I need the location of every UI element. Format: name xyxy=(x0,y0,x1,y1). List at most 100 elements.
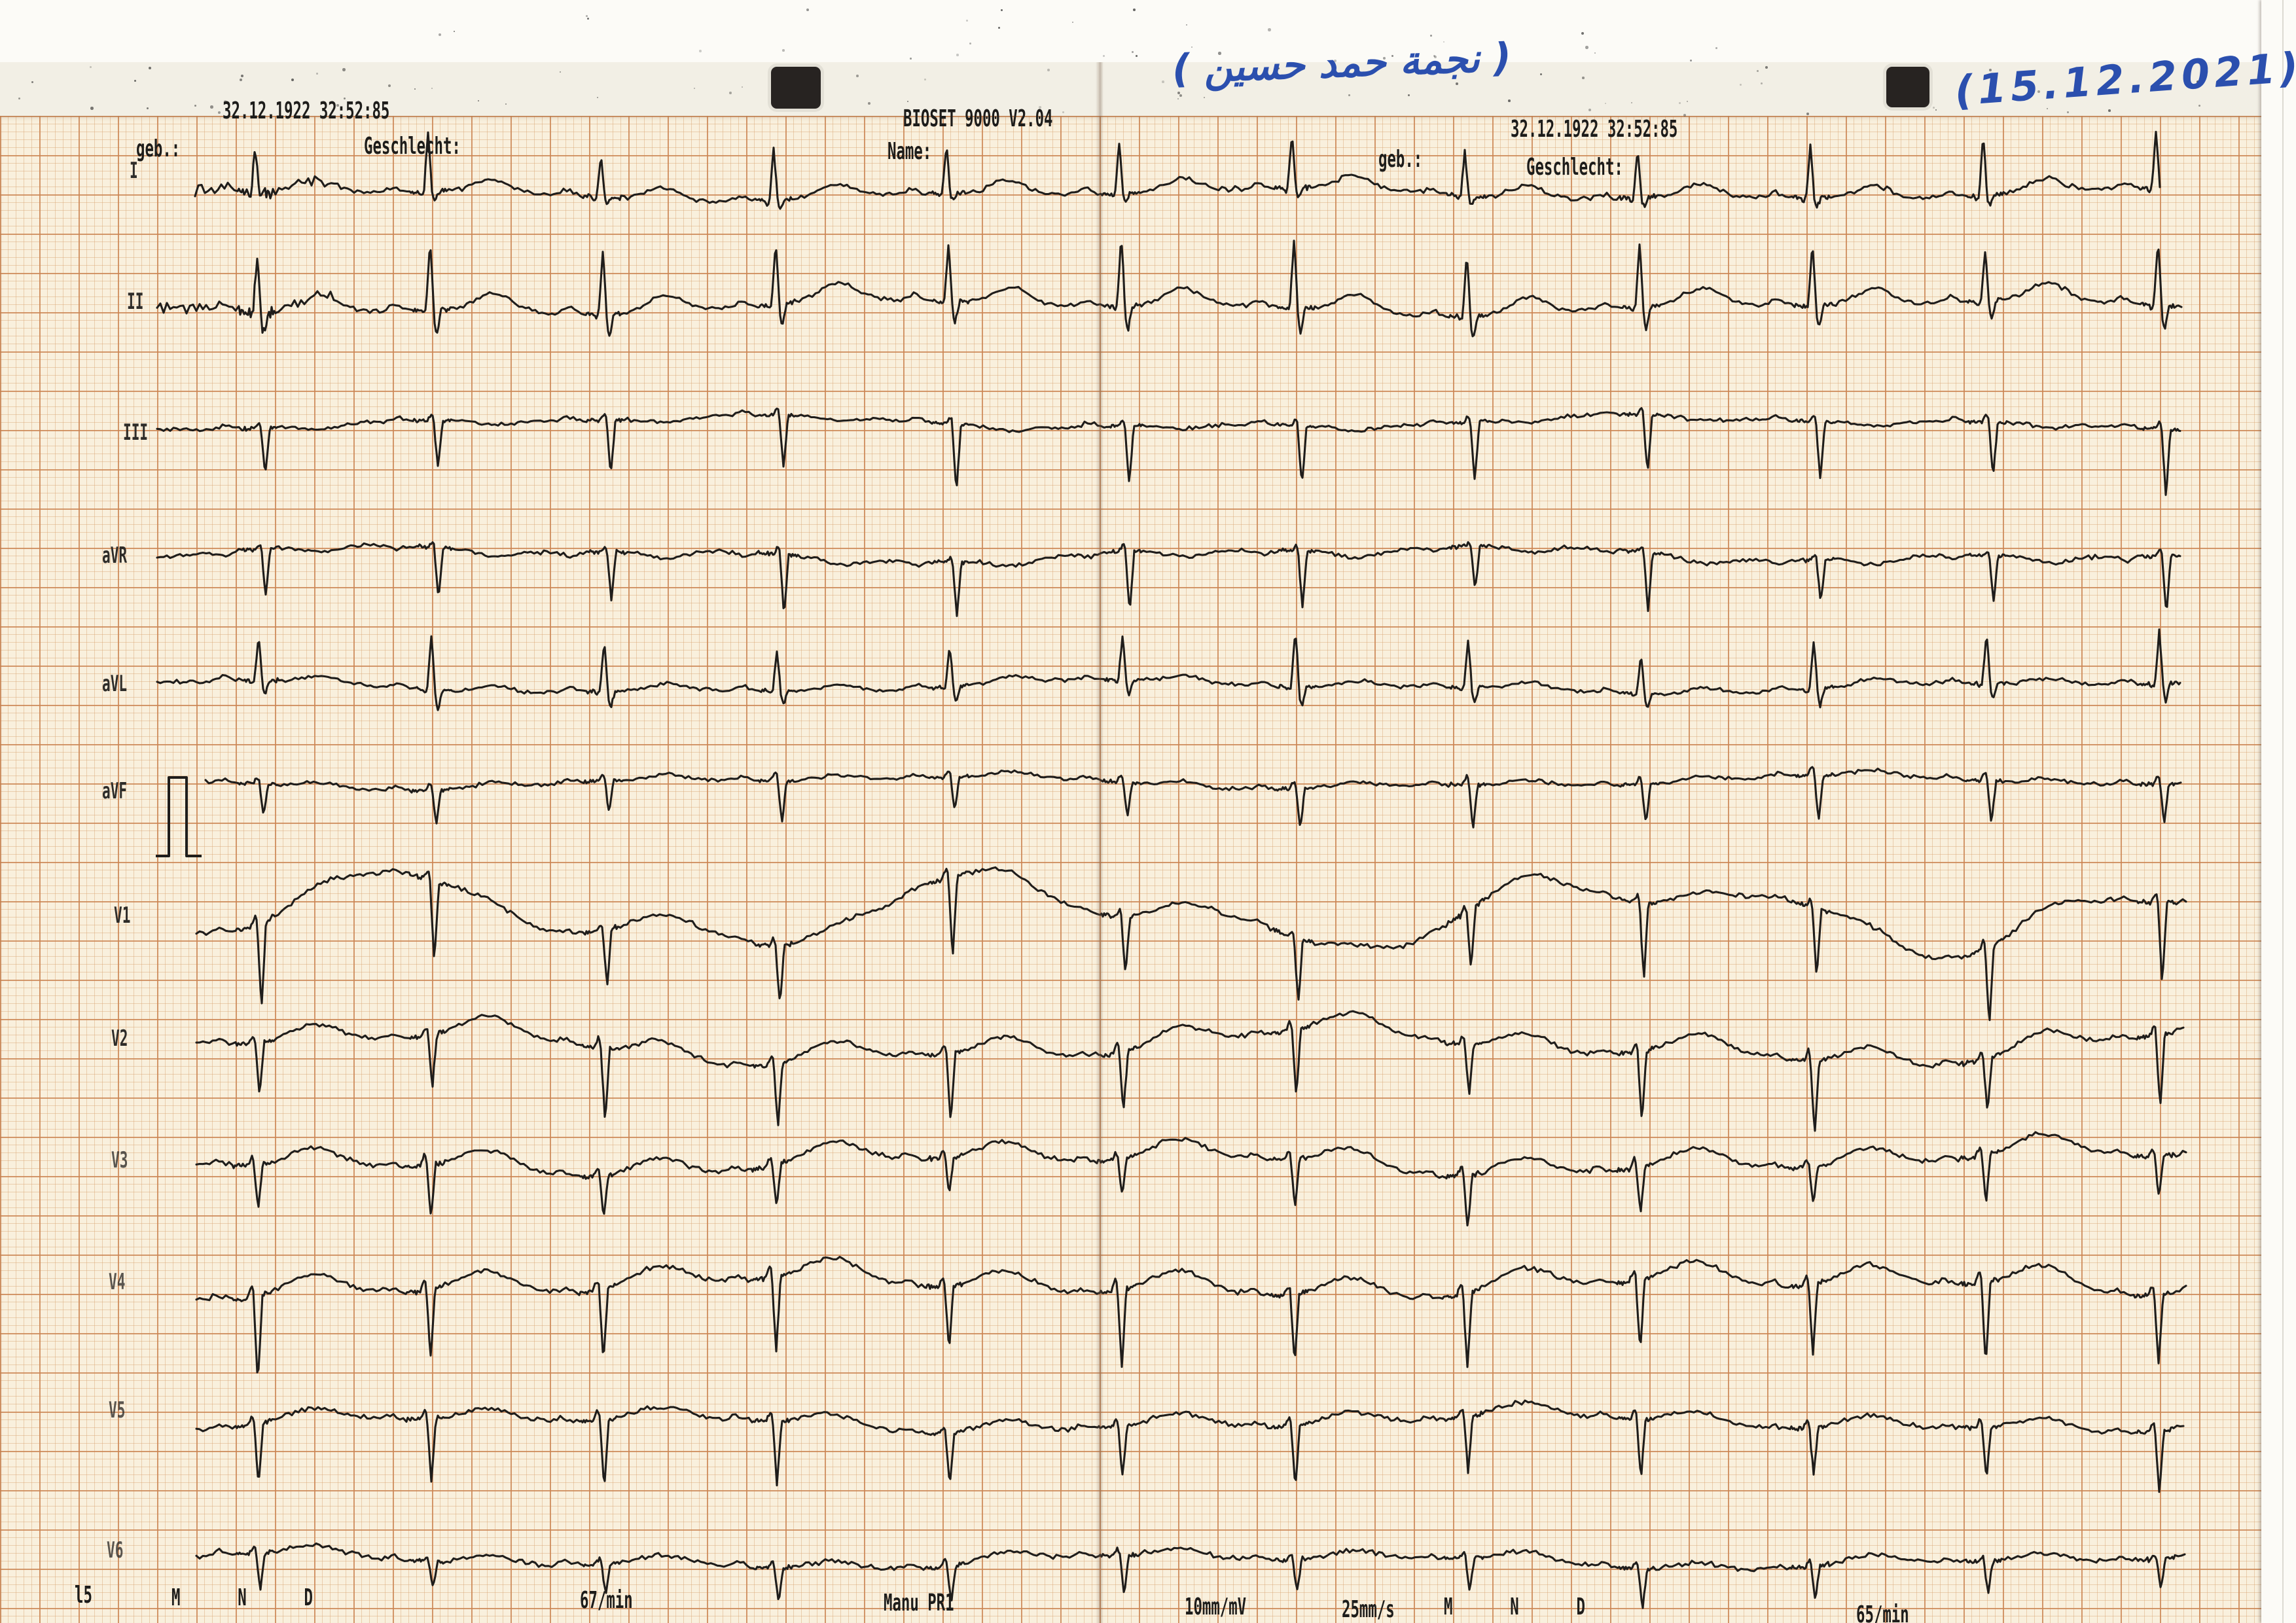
scan-speckle xyxy=(1162,80,1164,83)
ecg-trace-V6 xyxy=(195,1542,2186,1609)
scan-speckle xyxy=(1989,69,1992,72)
ecg-trace-aVL xyxy=(156,628,2181,711)
scan-speckle xyxy=(1132,51,1134,54)
scan-speckle xyxy=(1391,55,1394,58)
datetime-left: 32.12.1922 32:52:85 xyxy=(223,98,390,124)
scan-speckle xyxy=(478,100,479,101)
scan-speckle xyxy=(998,27,1001,29)
corner-mark: l5 xyxy=(75,1582,92,1609)
scan-speckle xyxy=(1072,22,1073,23)
scan-speckle xyxy=(1062,111,1065,114)
scan-speckle xyxy=(1136,55,1138,57)
ecg-trace-V3 xyxy=(195,1131,2187,1227)
device-model: BIOSET 9000 V2.04 xyxy=(903,105,1053,132)
lead-label-II: II xyxy=(127,289,144,315)
scan-speckle xyxy=(1683,114,1686,116)
scan-speckle xyxy=(729,92,732,94)
scan-speckle xyxy=(2108,109,2111,112)
scan-speckle xyxy=(1103,55,1105,57)
ecg-trace-V5 xyxy=(195,1399,2185,1493)
scan-speckle xyxy=(1594,52,1596,54)
mode-right: M N D xyxy=(1444,1594,1585,1620)
scan-speckle xyxy=(1690,60,1693,62)
lead-label-aVL: aVL xyxy=(102,671,128,697)
scan-speckle xyxy=(18,98,21,100)
scan-speckle xyxy=(2047,108,2049,110)
scan-speckle xyxy=(2067,111,2069,113)
scan-speckle xyxy=(344,98,346,99)
scan-speckle xyxy=(90,66,92,69)
registration-mark-1 xyxy=(771,67,821,109)
geschlecht-label-right: Geschlecht: xyxy=(1526,154,1623,181)
lead-label-V1: V1 xyxy=(114,902,131,929)
scan-speckle xyxy=(336,104,339,107)
scan-speckle xyxy=(1540,73,1543,76)
scan-speckle xyxy=(856,75,859,77)
rate-left: 67/min xyxy=(580,1587,633,1614)
scan-speckle xyxy=(1581,32,1585,35)
scan-speckle xyxy=(966,20,968,22)
scan-speckle xyxy=(1585,46,1588,49)
scan-speckle xyxy=(1715,47,1717,49)
lead-label-I: I xyxy=(130,158,138,184)
lead-label-V3: V3 xyxy=(111,1147,128,1173)
scan-speckle xyxy=(1177,98,1179,100)
lead-label-V2: V2 xyxy=(111,1026,128,1052)
scan-speckle xyxy=(1968,73,1971,77)
scan-speckle xyxy=(31,81,33,83)
scan-speckle xyxy=(2197,80,2200,84)
scanner-margin-right xyxy=(2261,0,2296,1623)
scan-speckle xyxy=(782,49,785,52)
scan-speckle xyxy=(454,31,456,33)
scan-speckle xyxy=(907,101,909,103)
scan-speckle xyxy=(149,67,151,69)
ecg-trace-I xyxy=(194,130,2161,210)
scan-speckle xyxy=(1765,66,1768,69)
scan-speckle xyxy=(431,88,433,90)
scan-speckle xyxy=(1179,94,1183,98)
ecg-trace-aVF xyxy=(204,766,2182,829)
scan-speckle xyxy=(742,86,743,88)
scan-speckle xyxy=(1935,109,1937,111)
rate-right: 65/min xyxy=(1856,1601,1909,1623)
scan-speckle xyxy=(1456,82,1458,85)
scan-speckle xyxy=(194,105,196,107)
scan-speckle xyxy=(342,68,346,71)
scan-speckle xyxy=(1740,84,1742,86)
scan-speckle xyxy=(439,33,442,37)
scan-speckle xyxy=(969,43,972,45)
name-label: Name: xyxy=(888,138,932,165)
scan-speckle xyxy=(1001,9,1003,12)
scan-speckle xyxy=(316,73,318,75)
scan-speckle xyxy=(1605,103,1607,105)
scan-speckle xyxy=(1806,113,1809,115)
mode-manu: Manu PR1 xyxy=(884,1590,954,1616)
scan-speckle xyxy=(1383,57,1386,60)
scan-speckle xyxy=(1047,69,1050,71)
scan-speckle xyxy=(1433,55,1436,58)
lead-label-aVF: aVF xyxy=(102,778,128,804)
scan-speckle xyxy=(1588,109,1591,111)
scan-speckle xyxy=(134,80,137,82)
scan-speckle xyxy=(1039,106,1041,109)
scan-speckle xyxy=(2159,80,2161,82)
scan-speckle xyxy=(2049,96,2051,98)
paper-fold-seam xyxy=(1096,62,1103,1623)
scan-speckle xyxy=(210,105,213,109)
ecg-trace-aVR xyxy=(156,541,2181,617)
scan-speckle xyxy=(147,107,149,110)
lead-label-aVR: aVR xyxy=(102,543,128,569)
ecg-grid-paper xyxy=(0,116,2261,1623)
scan-speckle xyxy=(218,111,221,115)
geschlecht-label-left: Geschlecht: xyxy=(364,133,461,160)
scan-speckle xyxy=(699,50,702,52)
lead-label-V4: V4 xyxy=(109,1269,126,1295)
scan-speckle xyxy=(1443,41,1444,43)
scan-speckle xyxy=(291,79,295,82)
scan-speckle xyxy=(1430,35,1432,37)
scan-speckle xyxy=(1907,107,1909,109)
geb-label-left: geb.: xyxy=(136,135,181,162)
scan-speckle xyxy=(414,88,416,90)
